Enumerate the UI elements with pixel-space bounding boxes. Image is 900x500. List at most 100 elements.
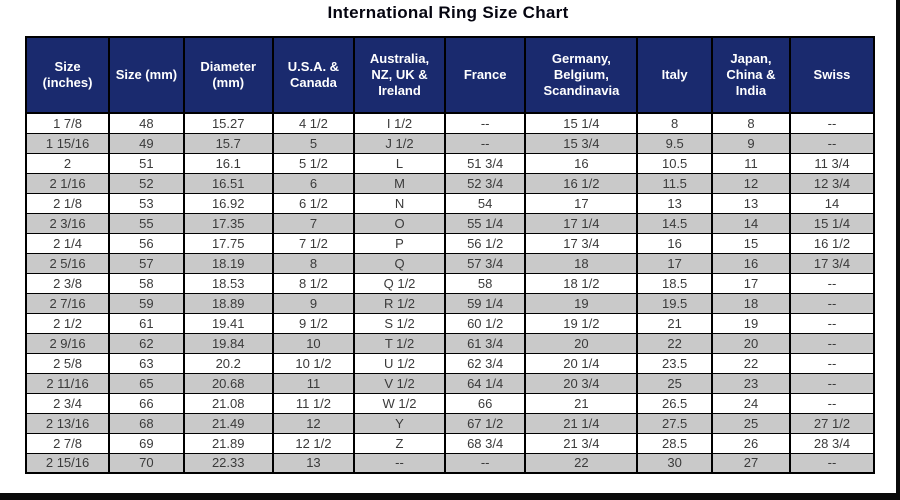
ring-size-table: Size (inches) Size (mm) Diameter (mm) U.S.A… bbox=[24, 36, 876, 474]
table-cell: 61 bbox=[108, 312, 185, 333]
column-header: Swiss bbox=[788, 37, 876, 114]
column-header: Australia, NZ, UK & Ireland bbox=[353, 37, 446, 114]
table-cell: 18.53 bbox=[182, 272, 274, 293]
table-cell: 17.75 bbox=[182, 232, 274, 253]
table-cell: -- bbox=[353, 452, 446, 473]
table-cell: Q bbox=[353, 252, 446, 273]
table-cell: 16.51 bbox=[182, 172, 274, 193]
table-cell: 24 bbox=[710, 392, 791, 413]
table-cell: 57 bbox=[108, 252, 185, 273]
table-cell: 68 bbox=[108, 412, 185, 433]
table-cell: -- bbox=[788, 292, 876, 313]
table-cell: 23 bbox=[710, 372, 791, 393]
table-cell: M bbox=[353, 172, 446, 193]
table-row: 2 9/16 62 19.84 10 T 1/2 61 3/4 20 22 20 -- bbox=[24, 332, 876, 353]
table-cell: 2 5/8 bbox=[24, 352, 111, 373]
table-cell: 18.5 bbox=[636, 272, 713, 293]
table-cell: 18.89 bbox=[182, 292, 274, 313]
table-cell: O bbox=[353, 212, 446, 233]
table-cell: 59 bbox=[108, 292, 185, 313]
table-row: 2 7/8 69 21.89 12 1/2 Z 68 3/4 21 3/4 28.5 26 28 … bbox=[24, 432, 876, 453]
table-cell: 53 bbox=[108, 192, 185, 213]
table-cell: 16.1 bbox=[182, 152, 274, 173]
table-cell: J 1/2 bbox=[353, 132, 446, 153]
table-cell: R 1/2 bbox=[353, 292, 446, 313]
table-cell: 11 bbox=[710, 152, 791, 173]
table-cell: 22.33 bbox=[182, 452, 274, 473]
table-cell: 21.49 bbox=[182, 412, 274, 433]
table-cell: 10.5 bbox=[636, 152, 713, 173]
table-row: 2 1/8 53 16.92 6 1/2 N 54 17 13 13 14 bbox=[24, 192, 876, 213]
table-cell: 51 3/4 bbox=[443, 152, 527, 173]
table-cell: -- bbox=[788, 372, 876, 393]
table-cell: -- bbox=[788, 272, 876, 293]
table-cell: 20.68 bbox=[182, 372, 274, 393]
table-row: 2 51 16.1 5 1/2 L 51 3/4 16 10.5 11 11 3/4 bbox=[24, 152, 876, 173]
column-header: Japan, China & India bbox=[710, 37, 791, 114]
table-cell: 9 bbox=[710, 132, 791, 153]
table-cell: -- bbox=[788, 352, 876, 373]
table-header: Size (inches) Size (mm) Diameter (mm) U.S.A… bbox=[24, 37, 876, 114]
table-cell: 12 bbox=[271, 412, 356, 433]
header-row: Size (inches) Size (mm) Diameter (mm) U.S.A… bbox=[24, 37, 876, 114]
table-cell: 17 bbox=[710, 272, 791, 293]
table-cell: 13 bbox=[710, 192, 791, 213]
table-cell: 57 3/4 bbox=[443, 252, 527, 273]
table-cell: 52 bbox=[108, 172, 185, 193]
table-cell: 51 bbox=[108, 152, 185, 173]
table-cell: 2 9/16 bbox=[24, 332, 111, 353]
column-header: Germany, Belgium, Scandinavia bbox=[524, 37, 639, 114]
table-cell: L bbox=[353, 152, 446, 173]
table-row: 1 15/16 49 15.7 5 J 1/2 -- 15 3/4 9.5 9 -- bbox=[24, 132, 876, 153]
table-cell: 52 3/4 bbox=[443, 172, 527, 193]
table-cell: 16.92 bbox=[182, 192, 274, 213]
table-cell: 56 bbox=[108, 232, 185, 253]
table-cell: 10 bbox=[271, 332, 356, 353]
table-cell: 2 15/16 bbox=[24, 452, 111, 473]
table-cell: 22 bbox=[524, 452, 639, 473]
table-cell: -- bbox=[788, 452, 876, 473]
table-cell: 2 3/16 bbox=[24, 212, 111, 233]
column-header: U.S.A. & Canada bbox=[271, 37, 356, 114]
table-cell: 60 1/2 bbox=[443, 312, 527, 333]
table-cell: 19.84 bbox=[182, 332, 274, 353]
table-row: 2 3/8 58 18.53 8 1/2 Q 1/2 58 18 1/2 18.5 17 -- bbox=[24, 272, 876, 293]
table-cell: 20.2 bbox=[182, 352, 274, 373]
table-cell: 48 bbox=[108, 112, 185, 133]
table-cell: -- bbox=[443, 452, 527, 473]
table-cell: -- bbox=[788, 392, 876, 413]
table-cell: 16 1/2 bbox=[788, 232, 876, 253]
table-cell: 2 1/16 bbox=[24, 172, 111, 193]
column-header: Size (mm) bbox=[108, 37, 185, 114]
table-cell: 2 7/16 bbox=[24, 292, 111, 313]
table-cell: 66 bbox=[443, 392, 527, 413]
table-cell: 16 bbox=[636, 232, 713, 253]
table-cell: W 1/2 bbox=[353, 392, 446, 413]
table-cell: 27 1/2 bbox=[788, 412, 876, 433]
table-cell: 12 bbox=[710, 172, 791, 193]
table-cell: 49 bbox=[108, 132, 185, 153]
table-cell: I 1/2 bbox=[353, 112, 446, 133]
table-cell: 27.5 bbox=[636, 412, 713, 433]
table-cell: 28 3/4 bbox=[788, 432, 876, 453]
table-cell: -- bbox=[788, 312, 876, 333]
table-cell: 19 bbox=[524, 292, 639, 313]
table-cell: 8 bbox=[271, 252, 356, 273]
table-cell: 1 15/16 bbox=[24, 132, 111, 153]
table-cell: 30 bbox=[636, 452, 713, 473]
table-cell: -- bbox=[443, 132, 527, 153]
table-cell: 8 bbox=[636, 112, 713, 133]
table-cell: -- bbox=[788, 332, 876, 353]
table-cell: 26 bbox=[710, 432, 791, 453]
table-cell: 55 1/4 bbox=[443, 212, 527, 233]
table-cell: Z bbox=[353, 432, 446, 453]
table-cell: 2 1/8 bbox=[24, 192, 111, 213]
table-cell: 5 bbox=[271, 132, 356, 153]
table-cell: 16 bbox=[710, 252, 791, 273]
table-cell: 20 1/4 bbox=[524, 352, 639, 373]
table-cell: P bbox=[353, 232, 446, 253]
table-cell: 2 13/16 bbox=[24, 412, 111, 433]
table-cell: 58 bbox=[443, 272, 527, 293]
table-cell: N bbox=[353, 192, 446, 213]
